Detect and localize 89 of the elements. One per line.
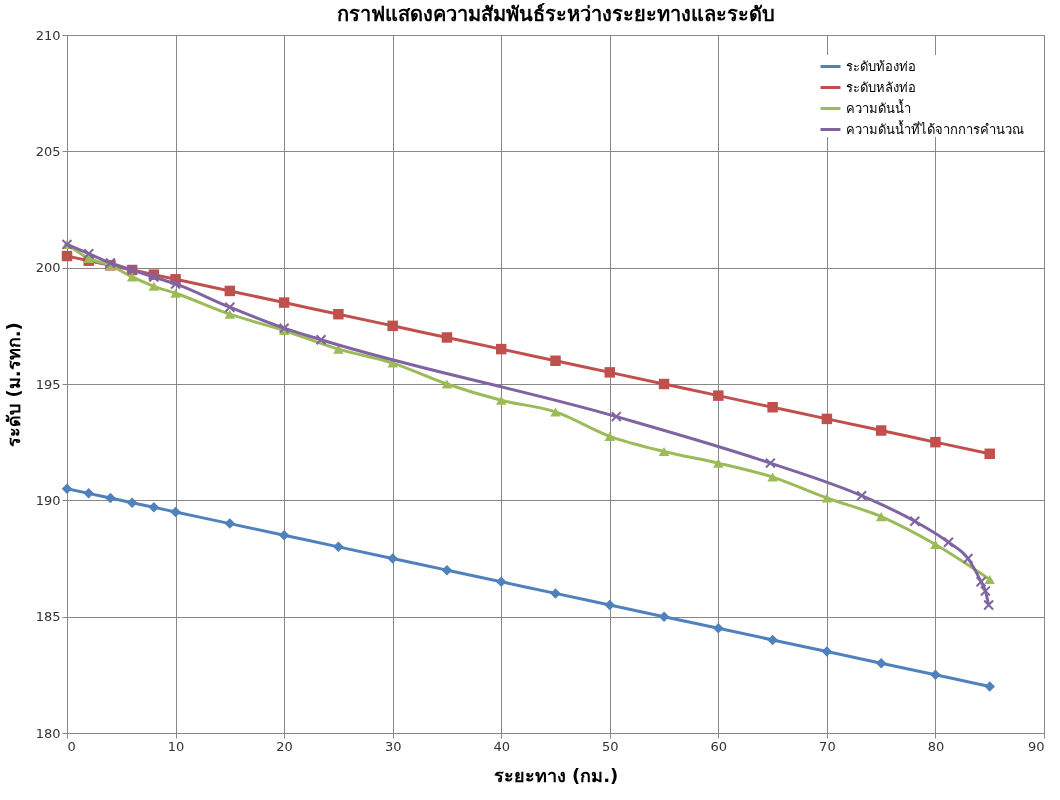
x-tick-label: 60 — [710, 738, 728, 754]
legend-label: ระดับท้องท่อ — [846, 58, 916, 74]
x-tick-label: 10 — [167, 738, 185, 754]
point — [943, 536, 954, 548]
point — [387, 320, 398, 332]
point — [224, 309, 236, 319]
point — [983, 599, 995, 611]
x-tick-label: 80 — [927, 738, 945, 754]
point — [170, 278, 182, 290]
x-tick-label: 70 — [819, 738, 836, 754]
point — [148, 281, 160, 291]
point — [713, 390, 724, 401]
point — [767, 402, 778, 413]
point — [495, 395, 507, 405]
point — [550, 407, 561, 417]
point — [875, 657, 887, 669]
point — [962, 553, 974, 564]
point — [604, 367, 616, 378]
point — [930, 540, 941, 550]
point — [658, 446, 670, 457]
legend-label: ความดันน้ำ — [846, 98, 911, 116]
point — [658, 611, 670, 622]
point — [126, 497, 138, 508]
x-tick-label: 50 — [602, 738, 619, 754]
point — [105, 492, 116, 504]
point — [126, 272, 138, 282]
point — [83, 488, 94, 499]
point — [984, 681, 995, 692]
point — [764, 457, 776, 469]
point — [441, 332, 453, 343]
point — [821, 413, 833, 425]
point — [495, 576, 507, 588]
x-tick-label: 40 — [493, 738, 510, 754]
point — [333, 308, 344, 320]
point — [713, 623, 724, 634]
point — [170, 506, 181, 518]
point — [148, 502, 160, 513]
point — [979, 585, 991, 597]
point — [278, 529, 290, 541]
y-tick-label: 210 — [35, 27, 61, 43]
point — [333, 541, 344, 553]
chart-title: กราฟแสดงความสัมพันธ์ระหว่างระยะทางและระดับ — [336, 2, 775, 26]
y-tick-label: 200 — [35, 260, 61, 276]
point — [930, 436, 941, 448]
legend-label: ระดับหลังท่อ — [846, 79, 916, 95]
y-axis-title: ระดับ (ม.รทก.) — [2, 322, 24, 447]
point — [315, 334, 327, 346]
point — [170, 288, 181, 298]
point — [495, 343, 507, 355]
point — [604, 431, 616, 441]
point — [278, 297, 290, 308]
legend-label: ความดันน้ำที่ได้จากการคำนวณ — [846, 119, 1024, 137]
point — [604, 599, 616, 611]
point — [61, 250, 73, 262]
point — [930, 669, 941, 681]
point — [224, 518, 236, 529]
y-tick-label: 190 — [35, 492, 61, 508]
point — [441, 564, 453, 576]
point — [713, 458, 724, 468]
point — [909, 515, 921, 527]
x-tick-label: 20 — [276, 738, 293, 754]
point — [767, 634, 778, 646]
x-tick-label: 90 — [1027, 738, 1045, 754]
point — [975, 576, 987, 588]
x-tick-label: 30 — [384, 738, 402, 754]
point — [821, 493, 833, 503]
point — [224, 285, 236, 297]
point — [550, 355, 561, 366]
point — [224, 301, 236, 313]
y-tick-label: 205 — [35, 143, 61, 159]
point — [550, 588, 561, 599]
point — [441, 379, 453, 389]
x-axis-title: ระยะทาง (กม.) — [493, 764, 619, 786]
point — [767, 472, 778, 482]
y-tick-label: 180 — [35, 725, 61, 741]
point — [875, 512, 887, 522]
point — [984, 448, 995, 460]
point — [984, 574, 995, 584]
x-tick-label: 0 — [67, 738, 76, 754]
point — [875, 425, 887, 436]
point — [658, 378, 670, 390]
y-tick-label: 185 — [35, 609, 61, 625]
point — [61, 483, 73, 494]
y-tick-label: 195 — [35, 376, 61, 392]
point — [856, 490, 868, 502]
point — [387, 553, 398, 564]
point — [821, 646, 833, 657]
point — [83, 248, 95, 260]
point — [610, 411, 622, 423]
